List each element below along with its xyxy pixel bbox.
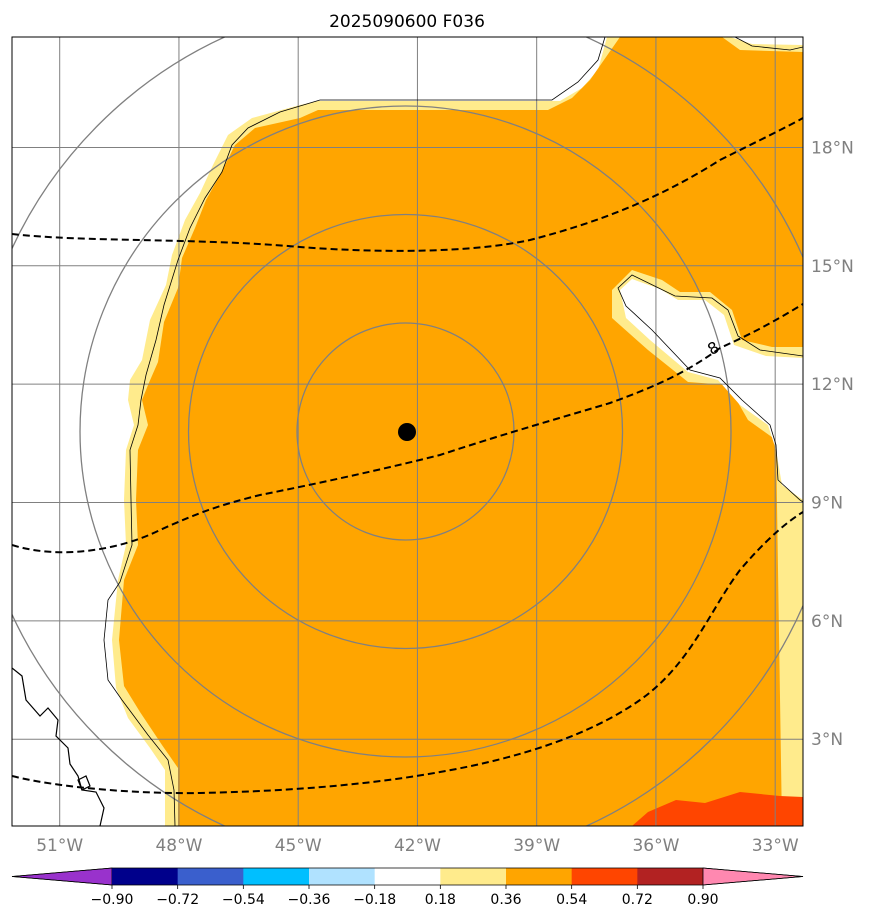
field-boundary-line [103, 37, 606, 826]
field-main-orange [119, 37, 803, 826]
field-high-patch [632, 792, 803, 826]
colorbar-extend-min [11, 867, 113, 886]
field-gap-white [620, 279, 803, 500]
colorbar-extend-max [702, 867, 804, 886]
colorbar-swatch [177, 868, 244, 885]
storm-center-marker [398, 423, 416, 441]
longitude-tick-label: 36°W [632, 836, 679, 856]
colorbar: −0.90 −0.72 −0.54 −0.36 −0.18 0.18 0.36 0.54 0.7… [11, 867, 804, 908]
colorbar-swatch [637, 868, 704, 885]
longitude-tick-label: 39°W [513, 836, 560, 856]
latitude-tick-label: 3°N [811, 730, 843, 750]
colorbar-tick-label: 0.72 [622, 892, 653, 908]
ne-boundary-line [734, 37, 803, 51]
latitude-tick-label: 6°N [811, 612, 843, 632]
longitude-tick-label: 33°W [752, 836, 799, 856]
colorbar-tick-label: −0.36 [288, 892, 331, 908]
colorbar-tick-label: 0.36 [490, 892, 521, 908]
colorbar-swatch [309, 868, 376, 885]
colorbar-tick-label: −0.54 [222, 892, 265, 908]
longitude-labels: 51°W 48°W 45°W 42°W 39°W 36°W 33°W [36, 836, 799, 856]
contour-line-3 [12, 511, 803, 795]
colorbar-swatch [374, 868, 441, 885]
gap-boundary-line [617, 274, 803, 503]
latitude-tick-label: 15°N [811, 257, 854, 277]
colorbar-tick-label: 0.54 [556, 892, 587, 908]
colorbar-tick-label: −0.72 [156, 892, 199, 908]
map-title: 2025090600 F036 [329, 12, 485, 32]
colorbar-tick-label: 0.90 [687, 892, 718, 908]
colorbar-tick-label: −0.90 [91, 892, 134, 908]
colorbar-tick-label: −0.18 [353, 892, 396, 908]
map-frame [11, 36, 804, 827]
dashed-contours [12, 117, 803, 795]
map-panel: 8 [12, 37, 803, 826]
contour-line-2 [12, 303, 803, 554]
colorbar-swatch [506, 868, 573, 885]
field-ne-corner-white [730, 37, 803, 45]
coastline [12, 667, 105, 826]
colorbar-tick-label: 0.18 [425, 892, 456, 908]
range-ring [79, 105, 732, 758]
longitude-tick-label: 51°W [36, 836, 83, 856]
contour-line-1 [12, 117, 803, 252]
colorbar-swatch [112, 868, 179, 885]
longitude-tick-label: 48°W [155, 836, 202, 856]
longitude-tick-label: 45°W [275, 836, 322, 856]
longitude-tick-label: 42°W [394, 836, 441, 856]
latitude-labels: 18°N 15°N 12°N 9°N 6°N 3°N [811, 138, 854, 750]
latitude-tick-label: 18°N [811, 138, 854, 158]
graticule [12, 37, 803, 826]
latitude-tick-label: 12°N [811, 375, 854, 395]
colorbar-swatch [440, 868, 507, 885]
colorbar-swatch [571, 868, 638, 885]
range-ring [187, 213, 624, 650]
latitude-tick-label: 9°N [811, 494, 843, 514]
colorbar-swatch [243, 868, 310, 885]
